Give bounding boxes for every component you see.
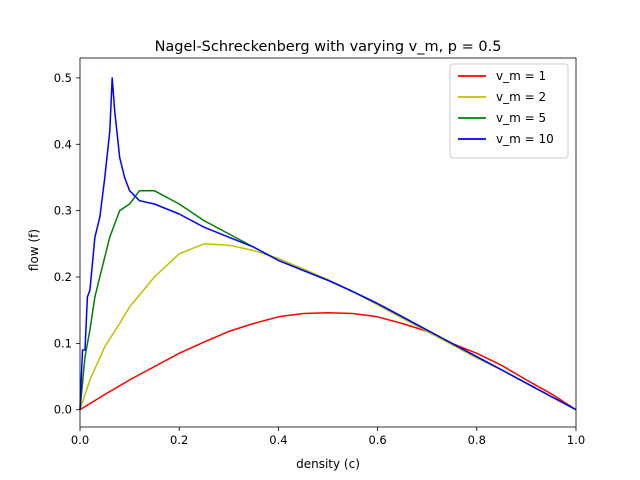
series-line-2 <box>79 243 577 411</box>
legend-entry-label: v_m = 10 <box>496 132 554 146</box>
y-tick-label: 0.0 <box>54 403 72 417</box>
y-tick-label: 0.4 <box>54 137 72 151</box>
legend-box <box>449 63 569 159</box>
series-layer <box>79 77 577 411</box>
x-tick-label: 0.8 <box>468 433 486 447</box>
legend-entry-label: v_m = 2 <box>496 90 546 104</box>
x-tick-label: 0.2 <box>170 433 188 447</box>
y-tick-label: 0.3 <box>54 204 72 218</box>
y-tick-label: 0.1 <box>54 336 72 350</box>
y-axis-label: flow (f) <box>27 229 41 271</box>
x-tick-label: 0.0 <box>71 433 89 447</box>
legend: v_m = 1 v_m = 2 v_m = 5 v_m = 10 <box>449 63 569 159</box>
x-axis-label: density (c) <box>296 457 360 471</box>
x-tick-label: 0.4 <box>269 433 287 447</box>
axes-layer: 0.0 0.2 0.4 0.6 0.8 1.0 0.0 0.1 0.2 0.3 0.4 0.5 <box>54 57 585 447</box>
y-tick-label: 0.2 <box>54 270 72 284</box>
series-line-3 <box>79 189 577 411</box>
series-line-4 <box>79 77 577 411</box>
chart-title: Nagel-Schreckenberg with varying v_m, p … <box>155 39 502 55</box>
legend-entry-label: v_m = 1 <box>496 69 546 83</box>
x-tick-label: 0.6 <box>368 433 386 447</box>
x-tick-label: 1.0 <box>567 433 585 447</box>
series-line-1 <box>79 312 577 411</box>
y-tick-label: 0.5 <box>54 71 72 85</box>
plot-frame <box>79 57 577 428</box>
legend-entry-label: v_m = 5 <box>496 111 546 125</box>
